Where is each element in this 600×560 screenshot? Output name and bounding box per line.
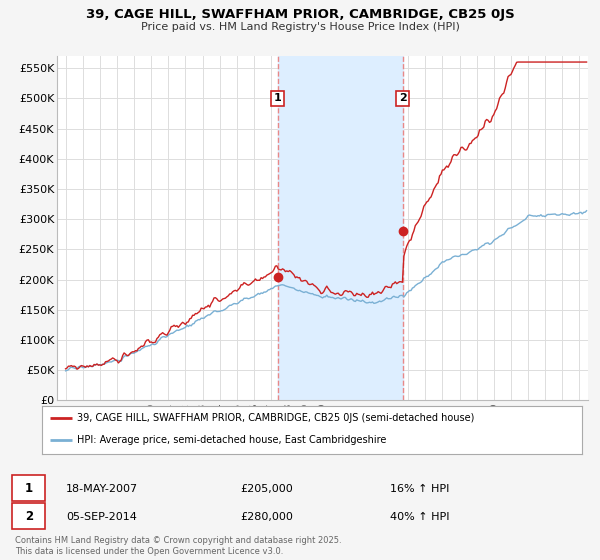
Text: 18-MAY-2007: 18-MAY-2007 — [66, 484, 138, 493]
Text: HPI: Average price, semi-detached house, East Cambridgeshire: HPI: Average price, semi-detached house,… — [77, 435, 386, 445]
Text: £205,000: £205,000 — [240, 484, 293, 493]
Text: 16% ↑ HPI: 16% ↑ HPI — [390, 484, 449, 493]
Text: Price paid vs. HM Land Registry's House Price Index (HPI): Price paid vs. HM Land Registry's House … — [140, 22, 460, 32]
Text: 39, CAGE HILL, SWAFFHAM PRIOR, CAMBRIDGE, CB25 0JS (semi-detached house): 39, CAGE HILL, SWAFFHAM PRIOR, CAMBRIDGE… — [77, 413, 475, 423]
Text: 1: 1 — [274, 94, 281, 103]
Text: 1: 1 — [25, 482, 33, 495]
Text: 40% ↑ HPI: 40% ↑ HPI — [390, 512, 449, 521]
Text: 05-SEP-2014: 05-SEP-2014 — [66, 512, 137, 521]
Text: £280,000: £280,000 — [240, 512, 293, 521]
Bar — [278, 56, 403, 400]
Text: 2: 2 — [399, 94, 407, 103]
Text: Contains HM Land Registry data © Crown copyright and database right 2025.
This d: Contains HM Land Registry data © Crown c… — [15, 536, 341, 556]
Text: 2: 2 — [25, 510, 33, 523]
Text: 39, CAGE HILL, SWAFFHAM PRIOR, CAMBRIDGE, CB25 0JS: 39, CAGE HILL, SWAFFHAM PRIOR, CAMBRIDGE… — [86, 8, 514, 21]
